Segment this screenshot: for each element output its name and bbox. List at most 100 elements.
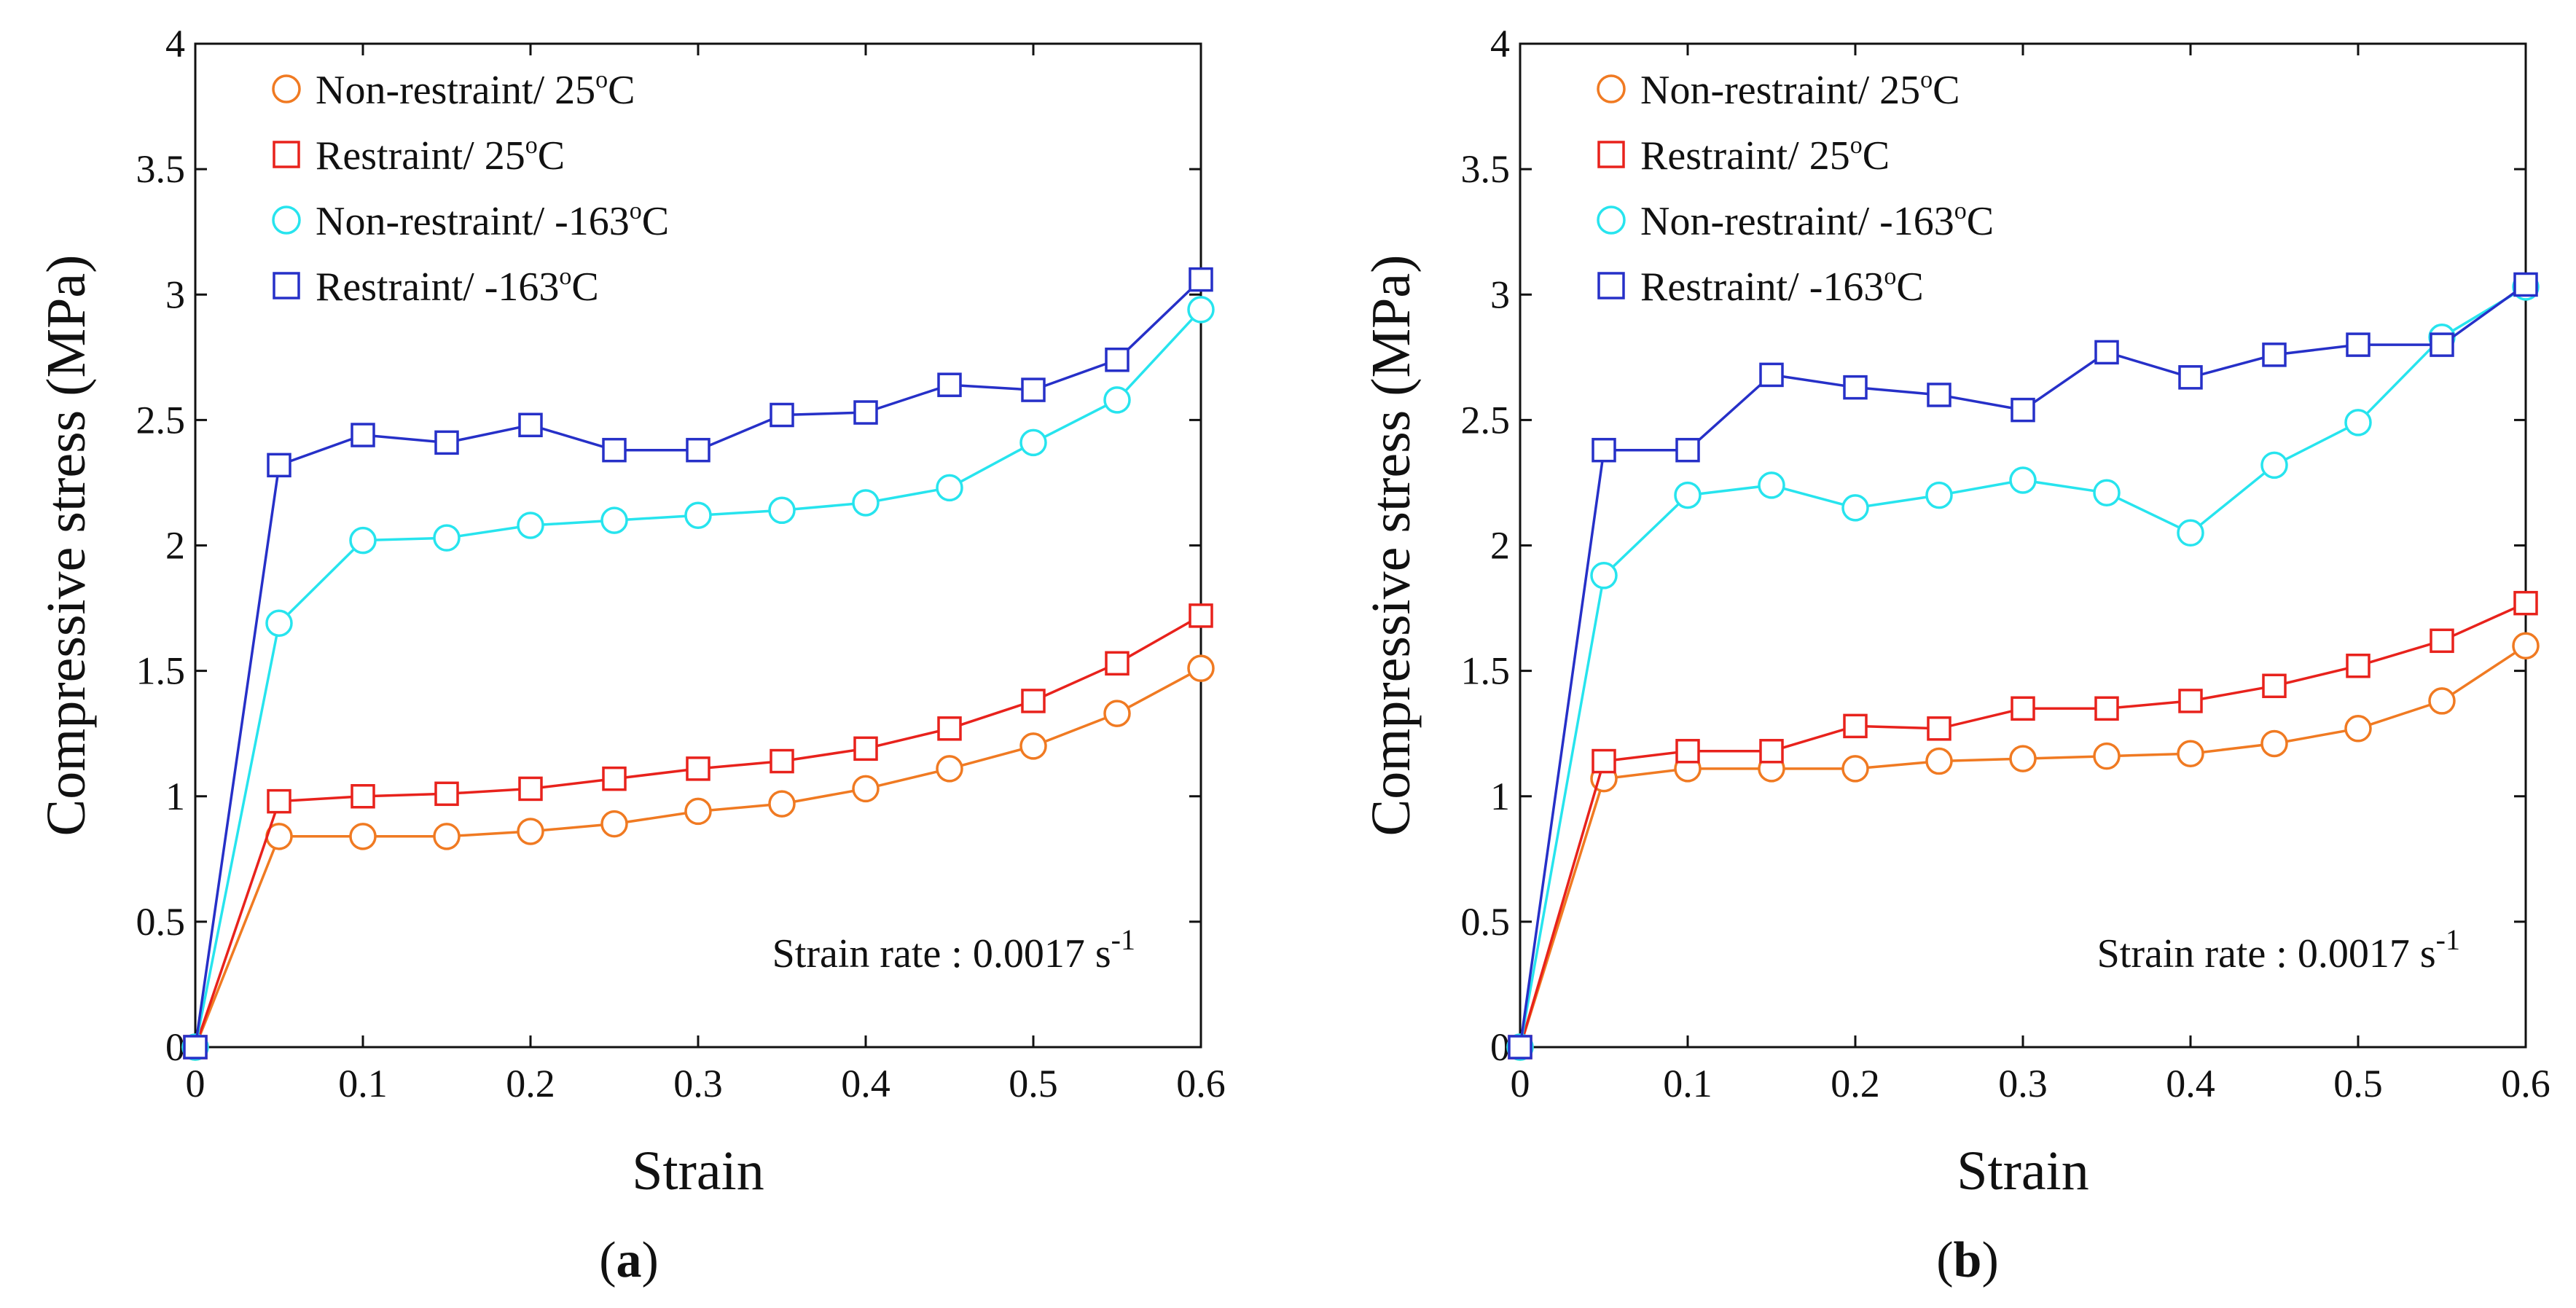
data-point: [1103, 700, 1131, 727]
legend-label-degree: o: [1884, 263, 1896, 290]
x-tick-label: 0.1: [1663, 1062, 1712, 1105]
legend-label: Non-restraint/ -163oC: [316, 197, 669, 244]
data-point: [267, 453, 291, 478]
legend-marker: [1597, 205, 1626, 235]
data-point: [1843, 375, 1868, 400]
legend-label-main: Non-restraint/ 25: [1640, 68, 1920, 113]
data-point: [2346, 653, 2371, 678]
data-point: [937, 716, 962, 741]
legend-label-unit: C: [1896, 265, 1923, 310]
data-point: [1105, 348, 1130, 372]
data-point: [686, 756, 710, 781]
series-line: [1519, 602, 2526, 1048]
y-tick-label: 4: [1490, 22, 1510, 66]
data-point: [1675, 437, 1700, 463]
data-point: [434, 781, 459, 807]
y-axis-title: Compressive stress (MPa): [36, 255, 97, 837]
data-point: [770, 748, 794, 774]
plot-frame: [194, 42, 1202, 1049]
legend-label: Non-restraint/ 25oC: [316, 66, 635, 113]
legend-label-degree: o: [1920, 66, 1933, 93]
data-point: [1103, 386, 1131, 414]
legend-label-unit: C: [642, 199, 669, 244]
legend-label-unit: C: [1967, 199, 1994, 244]
data-point: [2009, 745, 2037, 772]
legend-label-unit: C: [1933, 68, 1960, 113]
data-point: [2177, 740, 2204, 767]
data-point: [1021, 377, 1046, 402]
data-point: [1590, 562, 1618, 590]
data-point: [2513, 272, 2538, 297]
y-tick-label: 2.5: [1461, 398, 1511, 442]
data-point: [2430, 628, 2454, 654]
data-point: [433, 823, 461, 850]
legend-label-degree: o: [559, 263, 571, 290]
data-point: [1925, 481, 1953, 509]
data-point: [1759, 739, 1784, 764]
data-point: [936, 755, 963, 783]
data-point: [2093, 479, 2121, 506]
legend-label-main: Restraint/ 25: [316, 133, 525, 179]
data-point: [1189, 267, 1213, 292]
data-point: [1019, 732, 1047, 760]
y-tick-label: 1: [165, 775, 185, 818]
y-tick-label: 4: [165, 22, 185, 66]
data-point: [936, 474, 963, 502]
legend-marker: [273, 272, 300, 299]
data-point: [1189, 603, 1213, 628]
strain-rate-annotation: Strain rate : 0.0017 s-1: [772, 923, 1135, 976]
y-tick-label: 3: [165, 273, 185, 316]
x-tick-label: 0.6: [1176, 1062, 1226, 1105]
panel-label-close: ): [642, 1232, 659, 1288]
series-line: [194, 614, 1202, 1048]
data-point: [1187, 296, 1215, 324]
series-3: [183, 267, 1213, 1060]
data-point: [2428, 687, 2456, 715]
data-point: [768, 790, 796, 818]
x-tick-label: 0.1: [338, 1062, 388, 1105]
x-tick-label: 0.6: [2501, 1062, 2550, 1105]
annotation-text: Strain rate : 0.0017 s: [2097, 931, 2436, 976]
data-point: [937, 372, 962, 397]
data-point: [1758, 471, 1785, 499]
panel-label-close: ): [1981, 1232, 1998, 1288]
data-point: [1843, 713, 1868, 739]
panel-label: (b): [1936, 1232, 1999, 1288]
data-point: [183, 1035, 208, 1060]
legend-label-degree: o: [525, 132, 538, 159]
series-1: [183, 603, 1213, 1060]
data-point: [1592, 437, 1616, 463]
panel-label-open: (: [599, 1232, 616, 1288]
data-point: [2093, 742, 2121, 770]
annotation-superscript: -1: [1111, 923, 1135, 956]
x-tick-label: 0.3: [673, 1062, 723, 1105]
data-point: [602, 766, 627, 791]
chart-panel-b: 0 0.1 0.2 0.3 0.4 0.5 0.600.511.522.533.54Stra…: [1361, 22, 2550, 1288]
legend-label: Restraint/ 25oC: [1640, 132, 1890, 179]
y-tick-label: 1.5: [1461, 649, 1511, 693]
y-tick-label: 2: [165, 524, 185, 568]
legend-marker: [273, 141, 300, 168]
data-point: [2178, 689, 2203, 713]
data-point: [853, 400, 878, 425]
legend-label-degree: o: [1954, 197, 1967, 224]
legend-label-main: Restraint/ 25: [1640, 133, 1850, 179]
x-tick-label: 0.2: [506, 1062, 555, 1105]
legend-label-main: Non-restraint/ -163: [1640, 199, 1954, 244]
annotation-text: Strain rate : 0.0017 s: [772, 931, 1111, 976]
data-point: [2260, 729, 2288, 758]
panel-label-letter: b: [1954, 1232, 1982, 1288]
data-point: [1841, 494, 1869, 522]
legend-label: Restraint/ -163oC: [1640, 263, 1924, 310]
panel-label-open: (: [1936, 1232, 1953, 1288]
data-point: [267, 788, 291, 814]
y-tick-label: 2.5: [136, 398, 186, 442]
y-tick-label: 1: [1490, 775, 1510, 818]
legend-label-degree: o: [595, 66, 608, 93]
series-1: [1508, 590, 2538, 1060]
data-point: [853, 736, 878, 761]
legend-label-main: Restraint/ -163: [1640, 265, 1884, 310]
